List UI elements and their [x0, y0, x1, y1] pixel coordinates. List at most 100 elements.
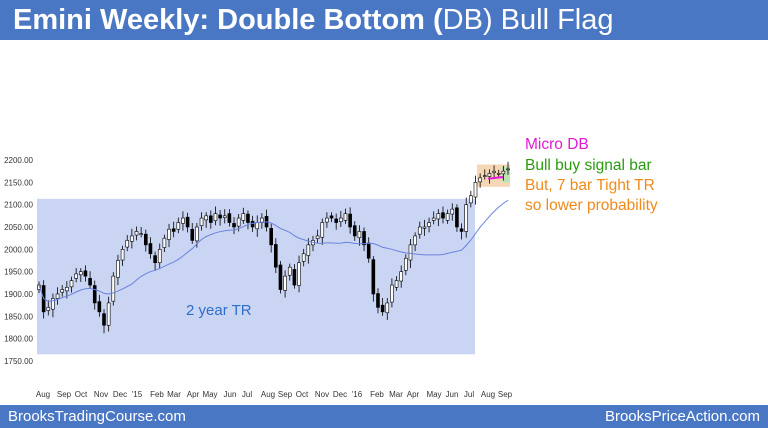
- x-tick-label: Feb: [370, 390, 384, 399]
- candle-body: [106, 302, 111, 326]
- candle-body: [83, 270, 88, 277]
- candle-body: [431, 217, 436, 221]
- candle-body: [320, 222, 325, 238]
- candle-body: [37, 284, 41, 290]
- candle-body: [297, 262, 301, 286]
- candle-body: [65, 286, 69, 292]
- candle-body: [436, 213, 441, 220]
- tight-tr-label: But, 7 bar Tight TR: [525, 177, 655, 194]
- range-label: 2 year TR: [186, 302, 252, 319]
- candle-body: [380, 304, 385, 313]
- candle-body: [144, 233, 148, 246]
- candle-body: [292, 269, 297, 286]
- candle-body: [162, 237, 167, 248]
- candle-body: [450, 208, 455, 215]
- title-abbrev: DB: [442, 4, 483, 36]
- candle-body: [325, 217, 329, 223]
- candle-body: [283, 275, 287, 291]
- x-tick-label: Nov: [315, 390, 329, 399]
- candle-body: [171, 228, 176, 232]
- candle-body: [167, 228, 171, 240]
- candle-body: [227, 213, 232, 223]
- candle-body: [88, 278, 92, 286]
- candle-body: [153, 255, 157, 264]
- x-tick-label: Oct: [75, 390, 88, 399]
- x-tick-label: '15: [132, 390, 143, 399]
- candle-body: [506, 168, 510, 171]
- x-tick-label: Dec: [113, 390, 127, 399]
- candle-body: [69, 280, 74, 288]
- footer-right-site: BrooksPriceAction.com: [604, 408, 760, 425]
- candle-body: [120, 249, 125, 261]
- x-tick-label: Dec: [333, 390, 347, 399]
- candle-body: [199, 217, 204, 226]
- candle-body: [348, 213, 352, 228]
- candle-body: [92, 285, 97, 304]
- candle-body: [417, 226, 422, 235]
- x-tick-label: Sep: [57, 390, 72, 399]
- candle-body: [236, 217, 241, 227]
- candle-body: [482, 175, 487, 177]
- candle-body: [278, 264, 283, 290]
- candle-body: [329, 215, 334, 219]
- candle-body: [60, 289, 65, 293]
- candle-body: [445, 213, 450, 221]
- x-tick-label: '16: [352, 390, 363, 399]
- candle-body: [190, 228, 195, 241]
- candle-body: [134, 231, 139, 236]
- bull-flag-box: [477, 164, 510, 187]
- bull-signal-label: Bull buy signal bar: [525, 157, 652, 174]
- candle-body: [473, 182, 478, 198]
- y-tick-label: 2200.00: [4, 156, 33, 165]
- candle-body: [478, 177, 482, 183]
- x-tick-label: Sep: [498, 390, 513, 399]
- micro-db-label: Micro DB: [525, 136, 589, 153]
- x-tick-label: Jul: [464, 390, 474, 399]
- candle-body: [339, 217, 343, 222]
- candle-body: [255, 222, 260, 230]
- candle-body: [404, 257, 408, 271]
- candle-body: [343, 213, 348, 221]
- candle-body: [459, 228, 464, 232]
- candle-body: [399, 271, 403, 282]
- y-tick-label: 2050.00: [4, 223, 33, 232]
- candle-body: [130, 235, 134, 242]
- candle-body: [287, 266, 292, 276]
- micro-db-line: [487, 175, 504, 180]
- candle-body: [487, 173, 492, 177]
- candle-body: [55, 293, 60, 299]
- candle-body: [464, 204, 469, 232]
- candle-body: [213, 213, 218, 222]
- candle-body: [125, 240, 130, 248]
- x-tick-label: Sep: [278, 390, 293, 399]
- candle-body: [246, 213, 250, 223]
- footer-left-site: BrooksTradingCourse.com: [8, 408, 186, 425]
- y-tick-label: 2100.00: [4, 201, 33, 210]
- title-end: ) Bull Flag: [482, 4, 614, 36]
- x-tick-label: Jun: [224, 390, 237, 399]
- candle-body: [195, 226, 199, 242]
- candle-body: [376, 293, 380, 308]
- candle-body: [241, 213, 246, 221]
- probability-label: so lower probability: [525, 197, 658, 214]
- candle-body: [102, 313, 106, 326]
- y-tick-label: 1850.00: [4, 312, 33, 321]
- candle-body: [97, 301, 102, 313]
- candle-body: [148, 243, 153, 255]
- candle-body: [269, 228, 273, 246]
- x-tick-label: Jul: [242, 390, 252, 399]
- candle-body: [301, 253, 306, 262]
- y-tick-label: 1950.00: [4, 268, 33, 277]
- candle-body: [116, 260, 120, 278]
- candle-body: [492, 170, 496, 173]
- candle-body: [274, 244, 278, 268]
- footer-bar: BrooksTradingCourse.com BrooksPriceActio…: [0, 405, 768, 428]
- candle-body: [51, 298, 55, 310]
- x-tick-label: May: [202, 390, 217, 399]
- candle-body: [218, 214, 222, 219]
- candle-body: [408, 244, 413, 261]
- x-tick-label: Aug: [36, 390, 50, 399]
- candle-body: [204, 215, 208, 221]
- candle-body: [74, 273, 78, 279]
- candle-body: [496, 173, 501, 175]
